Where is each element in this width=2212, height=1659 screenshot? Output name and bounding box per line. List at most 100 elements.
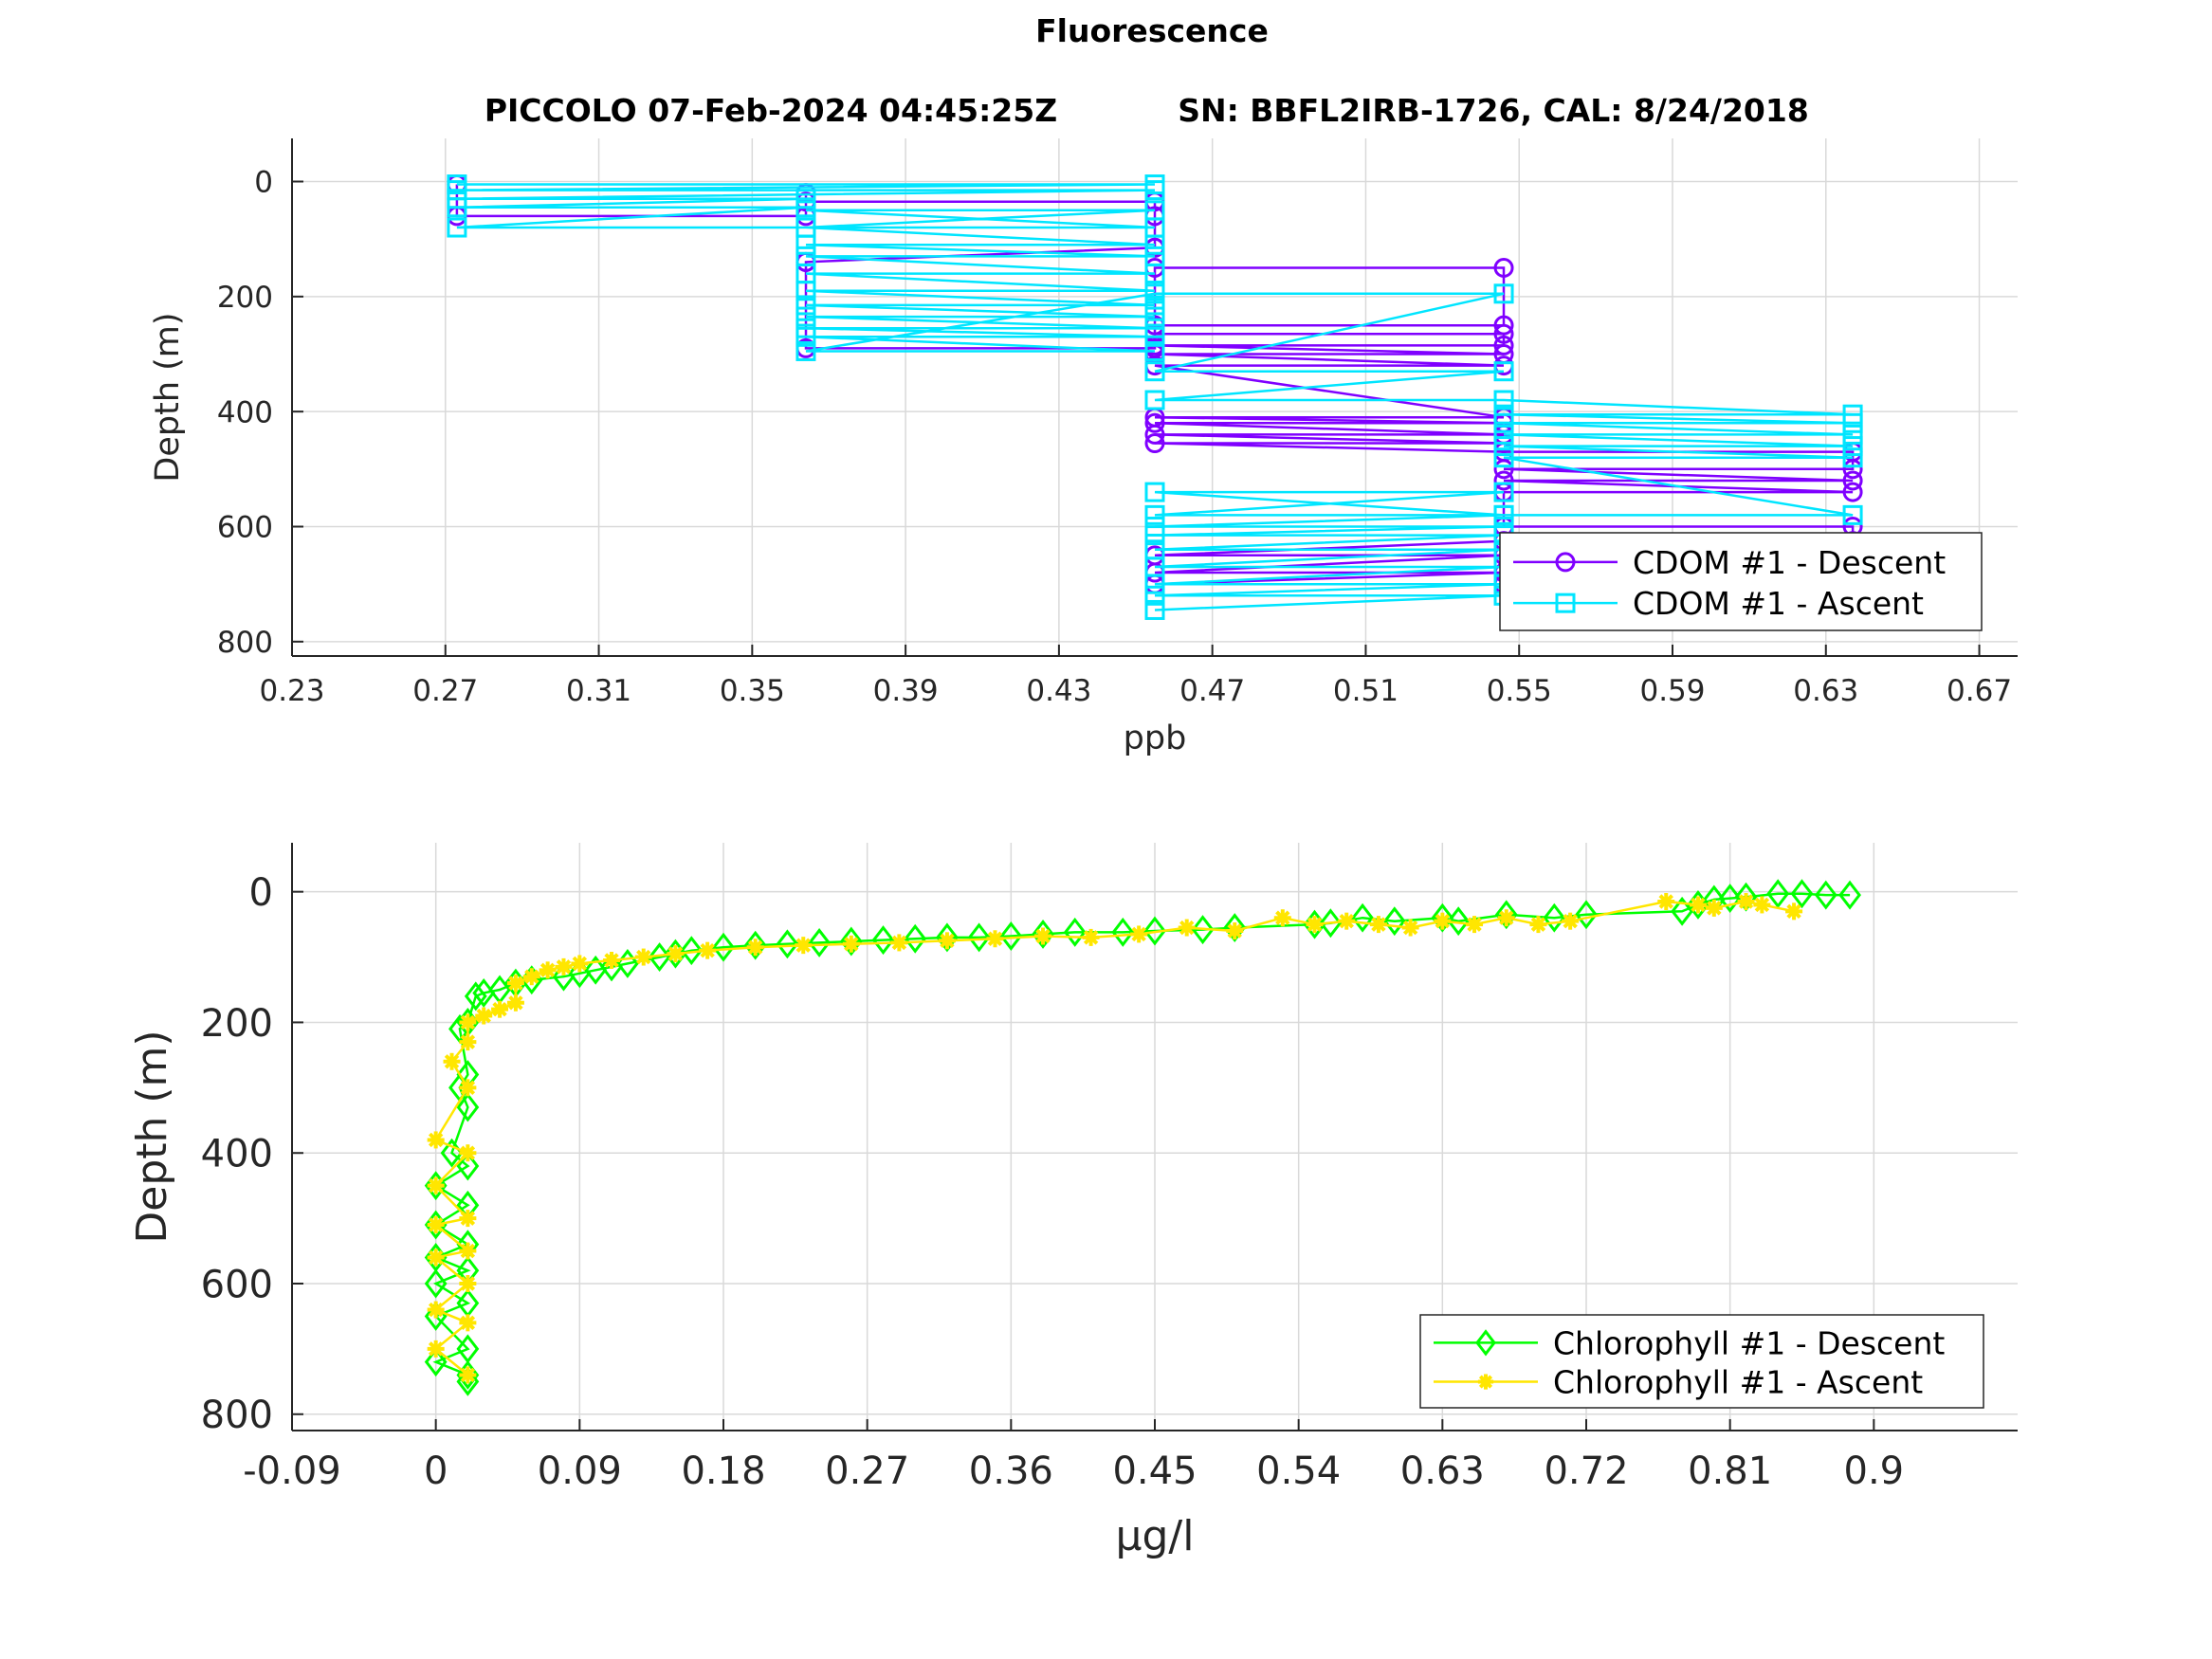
data-point-square xyxy=(1493,436,1514,457)
x-tick-label: 0.51 xyxy=(1333,674,1398,708)
data-point-asterisk xyxy=(506,994,524,1012)
data-point-square xyxy=(1493,361,1514,382)
data-point-asterisk xyxy=(1737,893,1755,910)
data-point-diamond xyxy=(808,927,832,957)
data-point-diamond xyxy=(568,958,592,989)
data-point-square xyxy=(795,281,816,301)
data-point-asterisk xyxy=(1226,922,1244,939)
data-point-square xyxy=(1144,295,1165,316)
x-tick-label: 0.09 xyxy=(538,1449,622,1493)
x-tick-label: 0.23 xyxy=(259,674,324,708)
data-point-asterisk xyxy=(746,939,764,957)
y-tick-label: 600 xyxy=(201,1263,273,1306)
data-point-asterisk xyxy=(1657,893,1675,910)
data-point-square xyxy=(795,295,816,316)
data-point-asterisk xyxy=(842,935,860,953)
x-tick-label: 0.81 xyxy=(1688,1449,1772,1493)
data-point-diamond xyxy=(1063,917,1087,947)
y-tick-label: 200 xyxy=(217,281,273,315)
data-point-asterisk xyxy=(938,932,956,950)
series-line-asterisk xyxy=(432,900,1795,1376)
data-point-asterisk xyxy=(522,968,540,986)
data-point-diamond xyxy=(600,952,623,982)
data-point-asterisk xyxy=(1338,912,1356,930)
data-point-square xyxy=(1493,390,1514,410)
data-point-diamond xyxy=(999,921,1023,951)
data-point-asterisk xyxy=(459,1242,477,1260)
data-point-asterisk xyxy=(1401,919,1419,937)
data-point-diamond xyxy=(1671,896,1694,926)
data-point-diamond xyxy=(712,932,735,962)
x-tick-label: 0.63 xyxy=(1400,1449,1485,1493)
data-point-diamond xyxy=(424,1347,448,1377)
data-point-asterisk xyxy=(1434,912,1452,930)
data-point-diamond xyxy=(1431,902,1454,933)
legend-entry-label: Chlorophyll #1 - Ascent xyxy=(1553,1363,1923,1400)
data-point-asterisk xyxy=(1273,909,1291,927)
data-point-asterisk xyxy=(459,1079,477,1097)
data-point-square xyxy=(1493,482,1514,502)
data-point-asterisk xyxy=(1466,916,1484,934)
series-line-circle xyxy=(455,184,1855,586)
data-point-asterisk xyxy=(555,957,573,975)
y-tick-label: 600 xyxy=(217,511,273,545)
data-point-diamond xyxy=(743,930,767,960)
legend-entry-label: Chlorophyll #1 - Descent xyxy=(1553,1324,1945,1361)
data-point-square xyxy=(1842,504,1863,525)
data-point-diamond xyxy=(424,1268,448,1299)
data-point-square xyxy=(1493,447,1514,468)
data-point-asterisk xyxy=(475,1007,493,1025)
data-point-asterisk xyxy=(1306,916,1324,934)
data-point-diamond xyxy=(456,1151,480,1181)
data-point-square xyxy=(1842,447,1863,468)
data-point-asterisk xyxy=(459,1033,477,1051)
data-point-circle xyxy=(1144,424,1165,445)
data-point-diamond xyxy=(1319,908,1343,939)
data-point-diamond xyxy=(936,922,959,953)
data-point-diamond xyxy=(1494,900,1518,930)
data-point-asterisk xyxy=(491,1000,509,1018)
data-point-diamond xyxy=(1223,913,1247,943)
y-tick-label: 200 xyxy=(201,1002,273,1046)
data-point-asterisk xyxy=(1529,916,1547,934)
data-point-asterisk xyxy=(571,955,589,973)
data-point-asterisk xyxy=(539,961,557,979)
cdom-axes: 0.23 0.27 0.31 0.35 0.39 0.43 0.47 0.51 0.55 0.59… xyxy=(149,138,2018,757)
data-point-square xyxy=(1144,361,1165,382)
data-point-asterisk xyxy=(1034,927,1052,945)
data-point-square xyxy=(1493,424,1514,445)
x-tick-label: 0.36 xyxy=(969,1449,1053,1493)
data-point-diamond xyxy=(1814,880,1837,910)
x-tick-label: -0.09 xyxy=(243,1449,341,1493)
data-point-asterisk xyxy=(1705,899,1723,917)
data-point-asterisk xyxy=(986,930,1004,948)
data-point-diamond xyxy=(464,981,487,1012)
data-point-square xyxy=(795,306,816,327)
data-point-square xyxy=(1144,180,1165,201)
data-point-square xyxy=(1144,504,1165,525)
data-point-diamond xyxy=(1032,919,1054,949)
data-point-diamond xyxy=(1351,902,1374,933)
y-tick-label: 0 xyxy=(254,166,273,200)
data-point-square xyxy=(1144,326,1165,347)
figure-title: Fluorescence xyxy=(1035,12,1269,49)
data-point-diamond xyxy=(680,936,704,966)
y-axis-label: Depth (m) xyxy=(149,312,187,482)
data-point-diamond xyxy=(1143,916,1166,946)
data-point-square xyxy=(1493,504,1514,525)
data-point-asterisk xyxy=(699,941,717,959)
data-point-diamond xyxy=(1382,906,1406,937)
data-point-square xyxy=(447,197,467,218)
x-tick-label: 0.67 xyxy=(1947,674,2012,708)
data-point-asterisk xyxy=(427,1301,445,1319)
data-point-asterisk xyxy=(634,948,652,966)
data-point-diamond xyxy=(776,929,799,959)
y-tick-label: 800 xyxy=(217,626,273,660)
x-tick-label: 0 xyxy=(424,1449,448,1493)
data-point-diamond xyxy=(1790,879,1814,909)
legend-box xyxy=(1499,532,1983,631)
x-tick-label: 0.55 xyxy=(1487,674,1552,708)
data-point-asterisk xyxy=(459,1314,477,1332)
legend-entry-label: CDOM #1 - Ascent xyxy=(1633,585,1924,622)
